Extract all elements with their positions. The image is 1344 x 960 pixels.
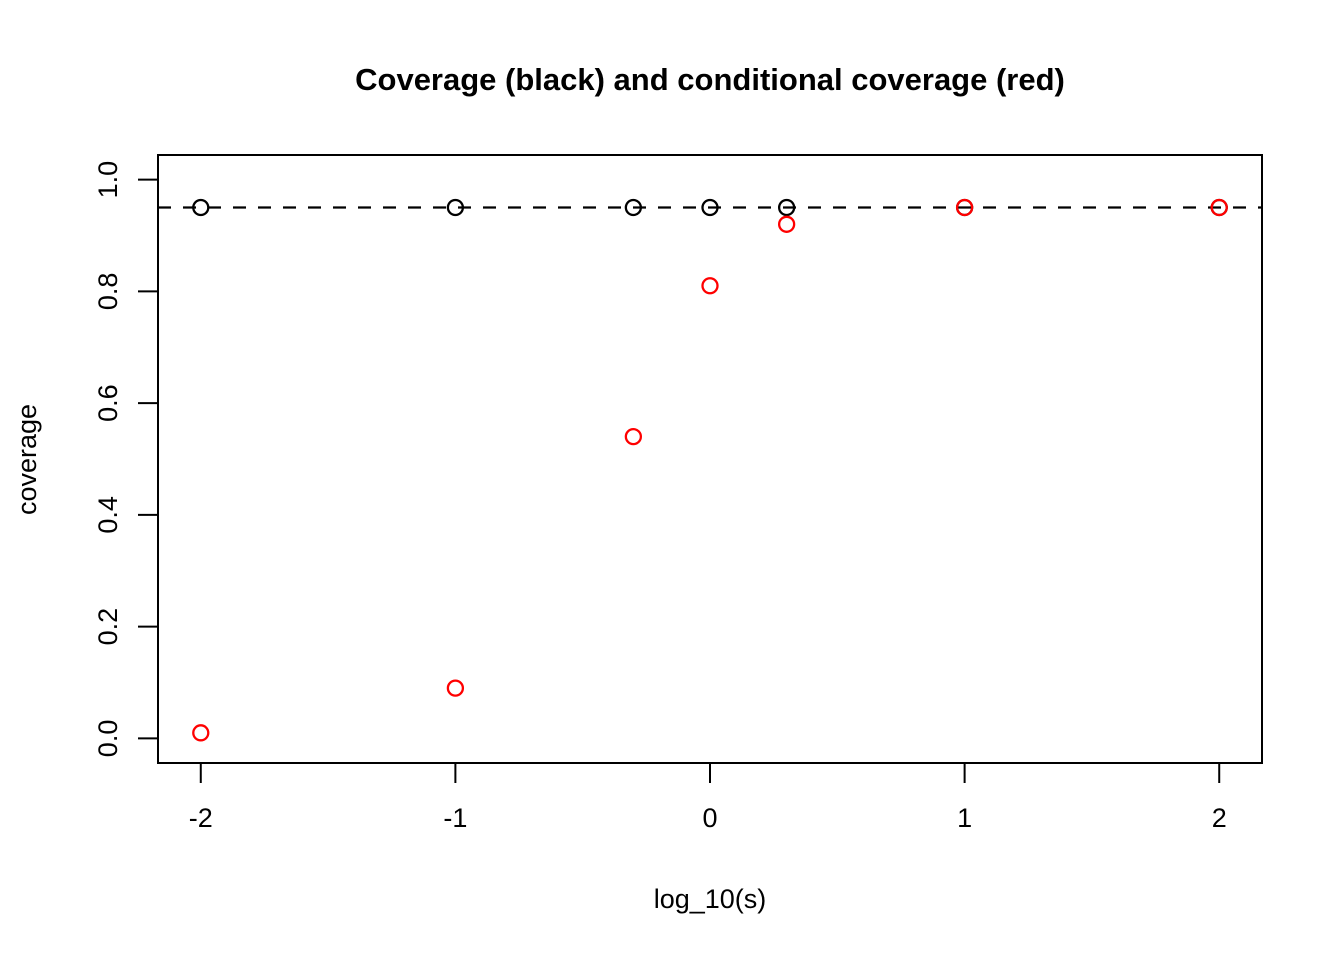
y-tick-label: 1.0: [93, 161, 123, 199]
red-point: [777, 215, 796, 233]
red-point: [192, 724, 210, 742]
y-tick-label: 0.0: [93, 720, 123, 758]
x-axis-label: log_10(s): [653, 884, 767, 914]
x-tick-label: -2: [189, 803, 213, 833]
y-tick-label: 0.6: [93, 384, 123, 422]
y-tick-label: 0.2: [93, 608, 123, 646]
red-point: [446, 679, 465, 697]
x-tick-label: 1: [957, 803, 972, 833]
x-tick-label: 2: [1212, 803, 1227, 833]
black-point: [192, 198, 210, 217]
x-tick-label: -1: [443, 803, 467, 833]
red-point: [1210, 198, 1228, 217]
black-point: [446, 198, 465, 217]
red-point: [624, 427, 643, 446]
y-tick-label: 0.8: [93, 273, 123, 311]
black-point: [701, 198, 719, 217]
red-point: [701, 277, 719, 295]
plot-frame: [157, 154, 1263, 764]
y-tick-label: 0.4: [93, 496, 123, 534]
red-point: [955, 198, 974, 217]
black-point: [777, 198, 796, 217]
chart-title: Coverage (black) and conditional coverag…: [355, 62, 1065, 97]
black-point: [624, 198, 643, 217]
x-tick-label: 0: [702, 803, 717, 833]
